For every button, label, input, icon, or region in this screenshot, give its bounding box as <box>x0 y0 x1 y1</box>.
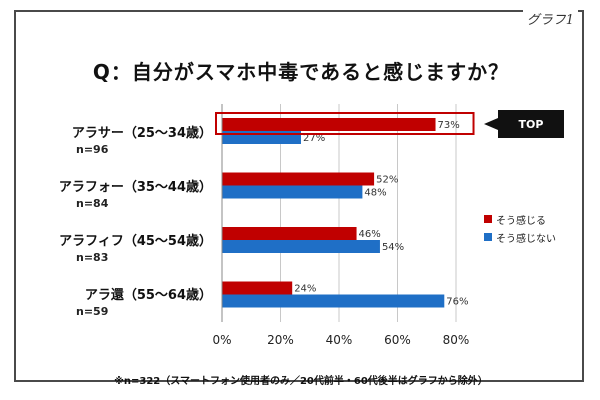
chart-frame: グラフ1 Q：自分がスマホ中毒であると感じますか？ アラサー（25～34歳） n… <box>14 9 584 387</box>
top-badge: TOP <box>498 110 564 138</box>
category-n-2: n=83 <box>76 251 109 264</box>
bar-s0-c0 <box>222 118 436 131</box>
x-tick-label-3: 60% <box>384 333 411 347</box>
legend-item-series-1: そう感じない <box>484 228 556 246</box>
legend-swatch-series-1 <box>484 233 492 241</box>
bar-s0-c2 <box>222 227 357 240</box>
category-n-0: n=96 <box>76 143 109 156</box>
bar-value-label-s1-c1: 48% <box>364 188 386 199</box>
bar-value-label-s0-c0: 73% <box>438 120 460 131</box>
legend-item-series-0: そう感じる <box>484 210 556 228</box>
bar-s1-c1 <box>222 185 363 199</box>
bar-value-label-s0-c2: 46% <box>359 229 381 240</box>
bar-value-label-s1-c2: 54% <box>382 242 404 253</box>
top-highlight-box <box>215 112 475 135</box>
legend-label-series-1: そう感じない <box>496 233 556 245</box>
bar-chart-plot: 0% 20% 40% 60% 80% 73% 27% 52% 48% 46%54% 24% 76% <box>212 104 475 347</box>
figure-number-label: グラフ1 <box>522 9 578 28</box>
bar-value-label-s1-c3: 76% <box>446 297 468 308</box>
bar-s1-c3 <box>222 294 445 308</box>
bar-value-label-s0-c1: 52% <box>376 175 398 186</box>
category-n-1: n=84 <box>76 197 109 210</box>
category-label-1: アラフォー（35～44歳） <box>58 180 212 195</box>
bar-value-label-s0-c3: 24% <box>294 284 316 295</box>
x-tick-label-0: 0% <box>212 333 231 347</box>
category-n-3: n=59 <box>76 305 109 318</box>
bar-s1-c2 <box>222 240 380 253</box>
legend-swatch-series-0 <box>484 215 492 223</box>
chart-legend: そう感じる そう感じない <box>484 210 556 246</box>
chart-title: Q：自分がスマホ中毒であると感じますか？ <box>92 60 510 84</box>
category-label-3: アラ還（55～64歳） <box>84 288 212 303</box>
category-label-2: アラフィフ（45～54歳） <box>59 234 212 249</box>
bar-s0-c1 <box>222 172 375 186</box>
legend-label-series-0: そう感じる <box>496 215 546 227</box>
bar-s0-c3 <box>222 281 293 295</box>
footnote: ※n=322（スマートフォン使用者のみ／20代前半・60代後半はグラフから除外） <box>114 376 488 387</box>
x-tick-label-4: 80% <box>443 333 470 347</box>
category-label-0: アラサー（25～34歳） <box>71 126 212 141</box>
bar-value-label-s1-c0: 27% <box>303 133 325 144</box>
x-tick-label-2: 40% <box>326 333 353 347</box>
bar-s1-c0 <box>222 131 301 144</box>
top-badge-pointer <box>484 118 498 130</box>
x-tick-label-1: 20% <box>267 333 294 347</box>
